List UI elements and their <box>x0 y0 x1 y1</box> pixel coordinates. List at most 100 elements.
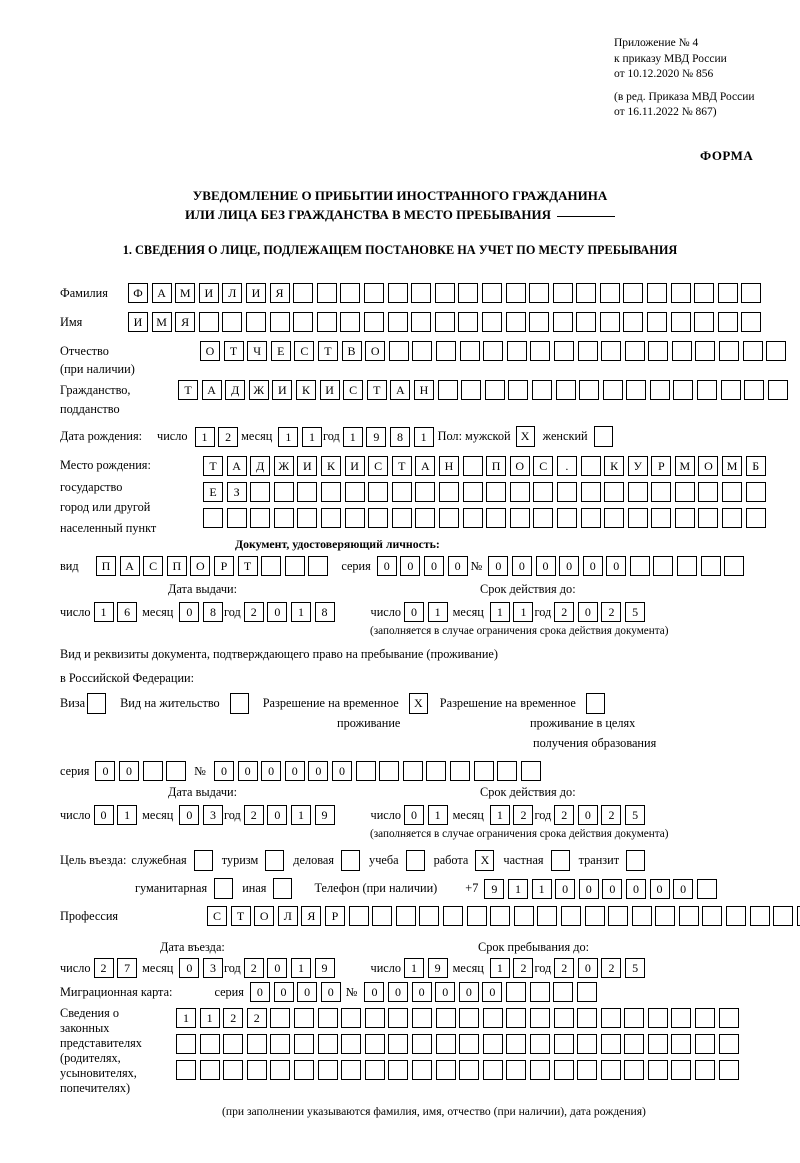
char-cell[interactable] <box>796 906 800 926</box>
char-cell[interactable] <box>395 906 416 926</box>
char-cell[interactable]: Я <box>269 283 290 303</box>
char-cell[interactable] <box>245 312 266 332</box>
char-cell[interactable] <box>222 312 243 332</box>
char-cell[interactable] <box>199 1034 220 1054</box>
char-cell[interactable]: 1 <box>513 602 534 622</box>
char-cell[interactable]: П <box>486 456 507 476</box>
char-cell[interactable] <box>273 508 294 528</box>
char-cell[interactable] <box>344 508 365 528</box>
char-cell[interactable]: 0 <box>331 761 352 781</box>
char-cell[interactable]: 6 <box>117 602 138 622</box>
char-cell[interactable] <box>482 1060 503 1080</box>
char-cell[interactable] <box>579 380 600 400</box>
char-cell[interactable]: 2 <box>601 805 622 825</box>
char-cell[interactable]: А <box>119 556 140 576</box>
char-cell[interactable] <box>717 283 738 303</box>
char-cell[interactable] <box>678 906 699 926</box>
char-cell[interactable]: 3 <box>202 958 223 978</box>
char-cell[interactable] <box>308 556 329 576</box>
char-cell[interactable]: 2 <box>246 1008 267 1028</box>
char-cell[interactable] <box>624 1060 645 1080</box>
char-cell[interactable] <box>411 283 432 303</box>
char-cell[interactable] <box>695 1060 716 1080</box>
representatives-row-3-input[interactable] <box>176 1060 739 1080</box>
char-cell[interactable]: И <box>198 283 219 303</box>
char-cell[interactable]: 1 <box>427 602 448 622</box>
char-cell[interactable] <box>466 906 487 926</box>
char-cell[interactable] <box>226 508 247 528</box>
char-cell[interactable] <box>388 1060 409 1080</box>
char-cell[interactable] <box>270 1008 291 1028</box>
char-cell[interactable] <box>411 1060 432 1080</box>
char-cell[interactable]: Т <box>178 380 198 400</box>
char-cell[interactable] <box>284 556 305 576</box>
char-cell[interactable] <box>602 380 623 400</box>
char-cell[interactable]: 0 <box>559 556 580 576</box>
char-cell[interactable] <box>520 761 541 781</box>
char-cell[interactable] <box>655 906 676 926</box>
char-cell[interactable] <box>297 508 318 528</box>
char-cell[interactable] <box>726 906 747 926</box>
char-cell[interactable]: 2 <box>243 805 264 825</box>
char-cell[interactable] <box>459 1060 480 1080</box>
char-cell[interactable]: А <box>226 456 247 476</box>
purpose-option-checkbox[interactable] <box>273 878 293 899</box>
char-cell[interactable] <box>411 312 432 332</box>
char-cell[interactable]: 0 <box>308 761 329 781</box>
char-cell[interactable] <box>364 1060 385 1080</box>
char-cell[interactable]: 0 <box>267 805 288 825</box>
purpose-option-checkbox[interactable] <box>265 850 285 871</box>
char-cell[interactable] <box>629 556 650 576</box>
char-cell[interactable]: К <box>604 456 625 476</box>
char-cell[interactable]: 5 <box>625 805 646 825</box>
char-cell[interactable] <box>261 556 282 576</box>
char-cell[interactable]: 0 <box>179 602 200 622</box>
char-cell[interactable]: А <box>390 380 411 400</box>
char-cell[interactable] <box>577 1008 598 1028</box>
char-cell[interactable] <box>176 1060 196 1080</box>
char-cell[interactable]: И <box>297 456 318 476</box>
char-cell[interactable] <box>700 556 721 576</box>
char-cell[interactable] <box>293 1060 314 1080</box>
char-cell[interactable]: 0 <box>535 556 556 576</box>
char-cell[interactable] <box>552 283 573 303</box>
char-cell[interactable]: 0 <box>284 761 305 781</box>
char-cell[interactable] <box>530 341 551 361</box>
char-cell[interactable] <box>647 1034 668 1054</box>
char-cell[interactable] <box>486 508 507 528</box>
purpose-option-checkbox[interactable] <box>193 850 213 871</box>
char-cell[interactable]: 0 <box>602 878 623 899</box>
char-cell[interactable] <box>745 482 766 502</box>
char-cell[interactable] <box>273 482 294 502</box>
char-cell[interactable]: И <box>128 312 148 332</box>
char-cell[interactable] <box>223 1060 244 1080</box>
char-cell[interactable]: С <box>533 456 554 476</box>
char-cell[interactable] <box>482 1034 503 1054</box>
char-cell[interactable] <box>673 380 694 400</box>
char-cell[interactable] <box>697 380 718 400</box>
char-cell[interactable] <box>340 312 361 332</box>
char-cell[interactable] <box>695 1034 716 1054</box>
char-cell[interactable] <box>166 761 187 781</box>
purpose-option-checkbox[interactable] <box>626 850 646 871</box>
char-cell[interactable]: 0 <box>447 556 468 576</box>
char-cell[interactable] <box>773 906 794 926</box>
char-cell[interactable]: Т <box>317 341 338 361</box>
char-cell[interactable] <box>372 906 393 926</box>
char-cell[interactable] <box>293 1034 314 1054</box>
char-cell[interactable] <box>435 1060 456 1080</box>
char-cell[interactable] <box>364 1034 385 1054</box>
char-cell[interactable] <box>364 1008 385 1028</box>
char-cell[interactable]: В <box>341 341 362 361</box>
sex-female-checkbox[interactable] <box>593 426 613 447</box>
char-cell[interactable]: 3 <box>202 805 223 825</box>
char-cell[interactable] <box>505 283 526 303</box>
char-cell[interactable] <box>576 982 597 1002</box>
char-cell[interactable] <box>649 380 670 400</box>
